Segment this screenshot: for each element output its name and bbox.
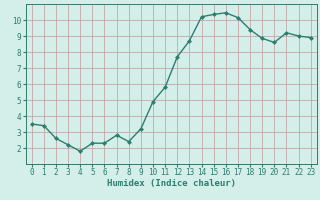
X-axis label: Humidex (Indice chaleur): Humidex (Indice chaleur) [107, 179, 236, 188]
